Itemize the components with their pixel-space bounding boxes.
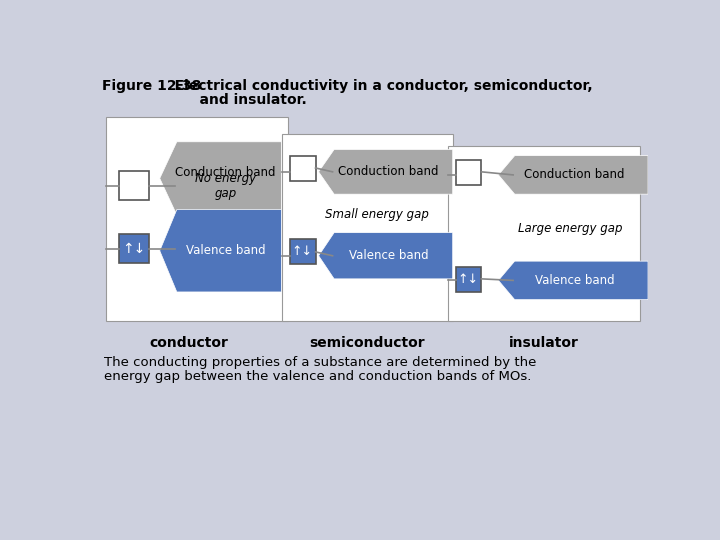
FancyBboxPatch shape bbox=[106, 117, 287, 321]
Text: conductor: conductor bbox=[149, 336, 228, 350]
Text: Valence band: Valence band bbox=[348, 249, 428, 262]
Text: Conduction band: Conduction band bbox=[524, 168, 625, 181]
Text: energy gap between the valence and conduction bands of MOs.: energy gap between the valence and condu… bbox=[104, 370, 531, 383]
FancyBboxPatch shape bbox=[448, 146, 640, 321]
Text: Conduction band: Conduction band bbox=[338, 165, 438, 178]
Text: Valence band: Valence band bbox=[534, 274, 614, 287]
FancyBboxPatch shape bbox=[290, 239, 315, 264]
Text: The conducting properties of a substance are determined by the: The conducting properties of a substance… bbox=[104, 356, 536, 369]
Polygon shape bbox=[319, 150, 453, 194]
Text: ↑↓: ↑↓ bbox=[458, 273, 479, 286]
Polygon shape bbox=[160, 210, 282, 292]
Text: insulator: insulator bbox=[509, 336, 579, 350]
Text: semiconductor: semiconductor bbox=[310, 336, 426, 350]
Polygon shape bbox=[498, 156, 648, 194]
Text: and insulator.: and insulator. bbox=[102, 92, 307, 106]
Text: Figure 12.38: Figure 12.38 bbox=[102, 79, 201, 93]
Polygon shape bbox=[498, 261, 648, 300]
FancyBboxPatch shape bbox=[120, 234, 149, 264]
Polygon shape bbox=[160, 142, 282, 215]
Text: ↑↓: ↑↓ bbox=[122, 242, 145, 256]
FancyBboxPatch shape bbox=[290, 156, 315, 181]
Text: ↑↓: ↑↓ bbox=[292, 245, 313, 259]
Text: Small energy gap: Small energy gap bbox=[325, 208, 428, 221]
Text: Conduction band: Conduction band bbox=[176, 166, 276, 179]
FancyBboxPatch shape bbox=[282, 134, 453, 321]
Text: Valence band: Valence band bbox=[186, 244, 266, 257]
Text: Large energy gap: Large energy gap bbox=[518, 222, 623, 235]
Text: No energy
gap: No energy gap bbox=[195, 172, 256, 200]
Polygon shape bbox=[319, 233, 453, 279]
Text: Electrical conductivity in a conductor, semiconductor,: Electrical conductivity in a conductor, … bbox=[160, 79, 593, 93]
FancyBboxPatch shape bbox=[120, 171, 149, 200]
FancyBboxPatch shape bbox=[456, 267, 482, 292]
FancyBboxPatch shape bbox=[456, 159, 482, 185]
